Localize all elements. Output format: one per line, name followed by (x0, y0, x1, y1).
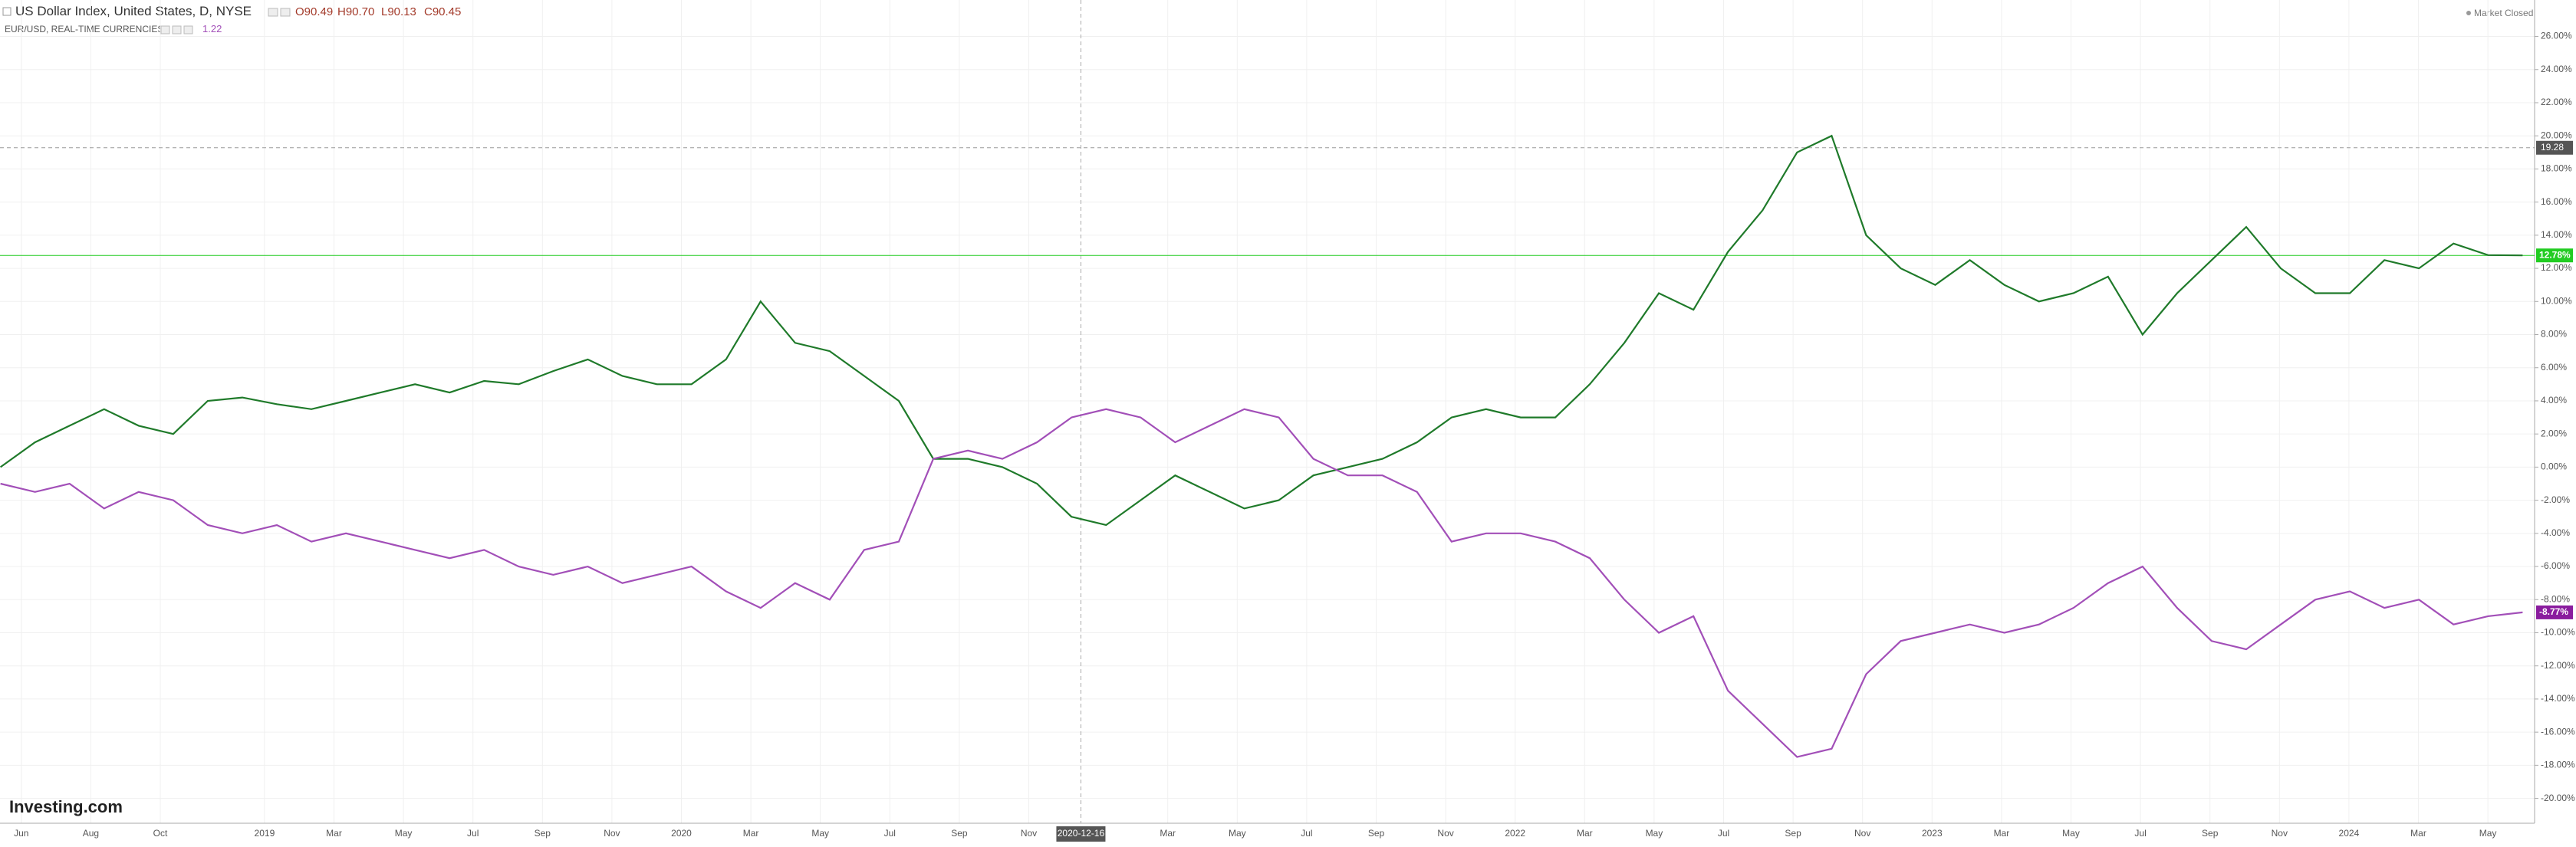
high-value: H90.70 (337, 5, 374, 18)
x-tick-label: May (1229, 828, 1246, 839)
last-value-label: -8.77% (2539, 606, 2568, 617)
y-tick-label: -12.00% (2541, 660, 2575, 671)
x-tick-label: Jul (467, 828, 479, 839)
status-dot (2466, 11, 2471, 15)
logo: Investing.com (9, 797, 123, 816)
x-tick-label: Jul (1301, 828, 1312, 839)
y-tick-label: -14.00% (2541, 693, 2575, 704)
x-tick-label: Aug (83, 828, 99, 839)
x-tick-label: May (2062, 828, 2080, 839)
y-tick-label: 26.00% (2541, 31, 2572, 41)
close-value: C90.45 (424, 5, 461, 18)
x-tick-label: Nov (1854, 828, 1870, 839)
x-tick-label: Mar (743, 828, 759, 839)
crosshair-date-bg (1056, 826, 1106, 842)
y-tick-label: 2.00% (2541, 428, 2567, 438)
y-tick-label: 4.00% (2541, 395, 2567, 405)
y-tick-label: -4.00% (2541, 527, 2570, 538)
x-tick-label: Sep (535, 828, 551, 839)
y-tick-label: 18.00% (2541, 163, 2572, 174)
x-tick-label: Nov (604, 828, 620, 839)
x-tick-label: Jul (2134, 828, 2146, 839)
x-tick-label: Mar (1577, 828, 1593, 839)
y-tick-label: -2.00% (2541, 494, 2570, 505)
y-tick-label: 14.00% (2541, 229, 2572, 240)
y-tick-label: 0.00% (2541, 461, 2567, 472)
y-tick-label: -16.00% (2541, 726, 2575, 737)
x-tick-label: 2019 (255, 828, 275, 839)
x-tick-label: 2022 (1505, 828, 1525, 839)
compare-title: EUR/USD, REAL-TIME CURRENCIES (5, 24, 163, 34)
x-tick-label: Jul (884, 828, 896, 839)
y-tick-label: -18.00% (2541, 760, 2575, 770)
x-tick-label: Sep (951, 828, 968, 839)
y-tick-label: 8.00% (2541, 329, 2567, 340)
compare-icon[interactable] (183, 25, 193, 34)
x-tick-label: Nov (1021, 828, 1037, 839)
x-tick-label: Mar (1994, 828, 2010, 839)
compare-icon[interactable] (160, 25, 170, 34)
y-tick-label: 22.00% (2541, 97, 2572, 107)
y-tick-label: 12.00% (2541, 262, 2572, 273)
compare-icon[interactable] (172, 25, 182, 34)
x-tick-label: Jun (14, 828, 28, 839)
x-tick-label: May (1646, 828, 1663, 839)
x-tick-label: Sep (1785, 828, 1801, 839)
x-tick-label: May (2479, 828, 2497, 839)
instrument-title: US Dollar Index, United States, D, NYSE (15, 4, 252, 18)
y-tick-label: -20.00% (2541, 793, 2575, 803)
y-tick-label: -6.00% (2541, 560, 2570, 571)
x-tick-label: Sep (1368, 828, 1385, 839)
series-line (0, 408, 2523, 758)
close-icon[interactable] (280, 8, 291, 17)
x-tick-label: Nov (1437, 828, 1453, 839)
y-tick-label: -10.00% (2541, 627, 2575, 638)
y-tick-label: 20.00% (2541, 130, 2572, 140)
x-tick-label: Oct (153, 828, 168, 839)
last-value-bg (2536, 248, 2573, 263)
last-value-bg (2536, 605, 2573, 619)
x-tick-label: Mar (2410, 828, 2426, 839)
x-tick-label: 2024 (2339, 828, 2360, 839)
compare-value: 1.22 (202, 23, 222, 34)
collapse-icon[interactable] (2, 7, 12, 16)
x-tick-label: Jul (1718, 828, 1729, 839)
crosshair-value-bg (2536, 140, 2573, 155)
x-tick-label: Nov (2272, 828, 2288, 839)
last-value-label: 12.78% (2539, 249, 2571, 260)
y-tick-label: 16.00% (2541, 196, 2572, 207)
crosshair-date: 2020-12-16 (1058, 828, 1105, 839)
x-tick-label: 2023 (1922, 828, 1943, 839)
y-tick-label: 24.00% (2541, 64, 2572, 74)
crosshair-value: 19.28 (2541, 142, 2564, 153)
market-status: Market Closed (2474, 8, 2533, 18)
x-tick-label: Mar (326, 828, 342, 839)
open-value: O90.49 (295, 5, 333, 18)
settings-icon[interactable] (268, 8, 278, 17)
y-tick-label: -8.00% (2541, 593, 2570, 604)
x-tick-label: May (811, 828, 829, 839)
x-tick-label: Mar (1160, 828, 1176, 839)
x-tick-label: Sep (2202, 828, 2219, 839)
x-tick-label: 2020 (671, 828, 692, 839)
series-line (0, 134, 2523, 527)
x-tick-label: May (395, 828, 413, 839)
y-tick-label: 6.00% (2541, 362, 2567, 373)
y-tick-label: 10.00% (2541, 295, 2572, 306)
low-value: L90.13 (381, 5, 416, 18)
